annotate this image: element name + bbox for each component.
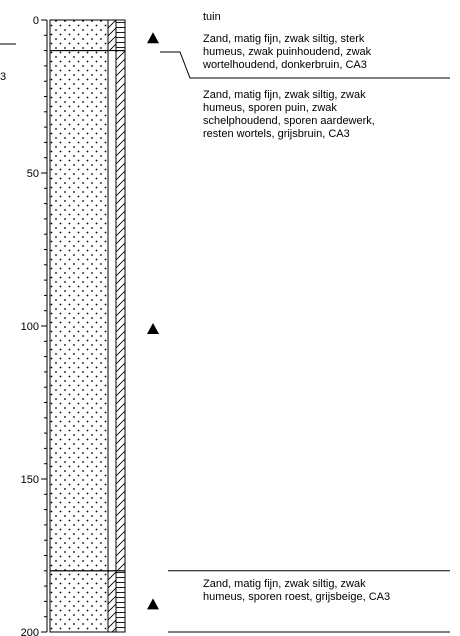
neighbour-column-label: 3 xyxy=(0,71,6,83)
humus-column-layer xyxy=(115,19,126,52)
layer-description-line: resten wortels, grijsbruin, CA3 xyxy=(203,128,350,140)
depth-axis-ticks xyxy=(41,19,47,633)
depth-label: 200 xyxy=(21,627,39,636)
humus-column-layer xyxy=(115,50,126,572)
layer-description-line: humeus, sporen roest, grijsbeige, CA3 xyxy=(203,591,390,603)
lithology-column-layer xyxy=(49,50,109,572)
depth-axis-labels: 0 50 100 150 200 xyxy=(21,15,39,636)
lithology-column-layer xyxy=(49,570,109,633)
depth-label: 150 xyxy=(21,474,39,486)
sample-marker-icon xyxy=(147,32,159,44)
admixture-column-layer xyxy=(107,50,117,572)
lithology-column-layer xyxy=(49,19,109,52)
admixture-column-layer xyxy=(107,19,117,52)
layer-description-line: schelphoudend, sporen aardewerk, xyxy=(203,115,375,127)
layer-description-line: Zand, matig fijn, zwak siltig, sterk xyxy=(203,33,365,45)
layer-boundary-connector xyxy=(160,51,450,79)
humus-column-layer xyxy=(115,570,126,633)
surface-label: tuin xyxy=(203,11,221,23)
soil-columns xyxy=(49,19,126,633)
layer-descriptions: Zand, matig fijn, zwak siltig, sterkhume… xyxy=(160,33,450,633)
layer-description-line: humeus, zwak puinhoudend, zwak xyxy=(203,46,372,58)
depth-label: 0 xyxy=(33,15,39,27)
depth-label: 100 xyxy=(21,321,39,333)
layer-description-line: Zand, matig fijn, zwak siltig, zwak xyxy=(203,578,366,590)
layer-description-line: Zand, matig fijn, zwak siltig, zwak xyxy=(203,89,366,101)
layer-description-line: wortelhoudend, donkerbruin, CA3 xyxy=(202,59,367,71)
sample-markers xyxy=(147,32,159,610)
layer-description-line: humeus, sporen puin, zwak xyxy=(203,102,337,114)
depth-label: 50 xyxy=(27,168,39,180)
sample-marker-icon xyxy=(147,323,159,334)
sample-marker-icon xyxy=(147,598,159,610)
admixture-column-layer xyxy=(107,570,117,633)
